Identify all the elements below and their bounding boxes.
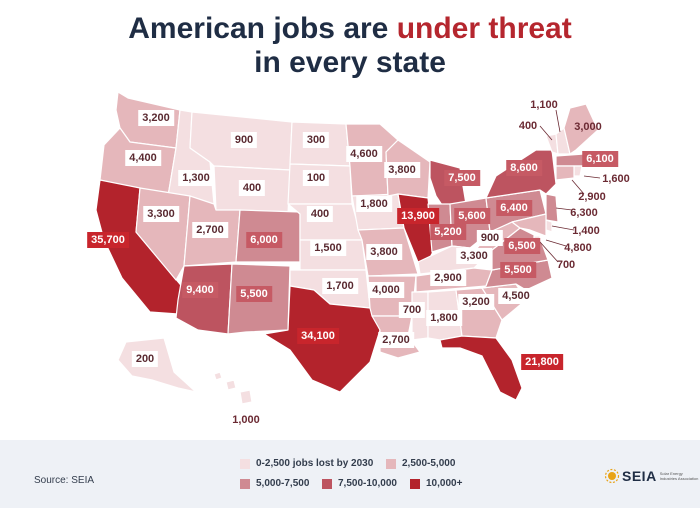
label-NE: 400 (306, 206, 334, 222)
label-PA: 6,400 (496, 200, 532, 216)
label-NH: 1,100 (530, 99, 558, 111)
legend-item: 0-2,500 jobs lost by 2030 (240, 458, 373, 469)
legend-label: 10,000+ (426, 478, 463, 489)
label-MN: 4,600 (346, 146, 382, 162)
title-line2: in every state (254, 46, 446, 79)
label-ME: 3,000 (574, 121, 602, 133)
title-accent: under threat (396, 12, 572, 45)
us-map: 3,200 4,400 35,700 1,300 3,300 900 400 2… (87, 91, 630, 426)
leader-MD (545, 239, 567, 247)
legend-item: 10,000+ (410, 478, 462, 489)
label-TX: 34,100 (297, 328, 339, 344)
legend-swatch (322, 478, 332, 489)
legend-swatch (410, 478, 420, 489)
state-HI-3 (239, 389, 253, 405)
label-MO: 3,800 (366, 244, 402, 260)
label-MS: 700 (398, 302, 426, 318)
legend-item: 5,000-7,500 (240, 478, 309, 489)
leader-VT (539, 125, 553, 141)
label-AZ: 9,400 (182, 282, 218, 298)
label-HI: 1,000 (232, 414, 260, 426)
page-title: American jobs are under threat in every … (0, 12, 700, 80)
label-KY: 900 (476, 230, 504, 246)
legend-label: 5,000-7,500 (256, 478, 310, 489)
label-OK: 1,700 (322, 278, 358, 294)
label-DC: 700 (556, 259, 576, 271)
label-WY: 400 (238, 180, 266, 196)
state-DE (545, 219, 553, 233)
label-LA: 2,700 (378, 332, 414, 348)
label-IL: 13,900 (397, 208, 439, 224)
label-AR: 4,000 (368, 282, 404, 298)
leader-NH (555, 109, 561, 133)
legend-swatch (240, 458, 250, 469)
label-TN: 2,900 (430, 270, 466, 286)
label-CO: 6,000 (246, 232, 282, 248)
state-MD (511, 213, 547, 237)
state-HI (213, 371, 223, 381)
label-NJ: 6,300 (570, 207, 598, 219)
title-line1: American jobs are (128, 12, 397, 45)
label-MI: 7,500 (444, 170, 480, 186)
legend-swatch (240, 478, 250, 489)
label-KS: 1,500 (310, 240, 346, 256)
legend-item: 7,500-10,000 (322, 478, 397, 489)
state-FL (439, 335, 523, 401)
label-NM: 5,500 (236, 286, 272, 302)
state-ME (563, 103, 599, 155)
label-CA: 35,700 (87, 232, 129, 248)
label-NY: 8,600 (506, 160, 542, 176)
label-NV: 3,300 (143, 206, 179, 222)
label-AK: 200 (131, 351, 159, 367)
label-AL: 1,800 (426, 310, 462, 326)
label-DE: 1,400 (572, 225, 600, 237)
leader-RI (583, 175, 601, 179)
label-MA: 6,100 (582, 151, 618, 167)
legend-item: 2,500-5,000 (386, 458, 455, 469)
label-ID: 1,300 (178, 170, 214, 186)
label-OH: 5,600 (454, 208, 490, 224)
leader-CT (571, 179, 585, 195)
footer: Source: SEIA 0-2,500 jobs lost by 2030 2… (0, 440, 700, 508)
state-NJ (545, 193, 559, 223)
leader-DC (539, 241, 559, 263)
legend-swatch (386, 458, 396, 469)
label-SD: 100 (302, 170, 330, 186)
label-SC: 4,500 (498, 288, 534, 304)
legend-label: 0-2,500 jobs lost by 2030 (256, 458, 374, 469)
label-UT: 2,700 (192, 222, 228, 238)
label-WV: 3,300 (456, 248, 492, 264)
logo-subtitle: Solar Energy Industries Association (659, 471, 699, 481)
legend-label: 2,500-5,000 (402, 458, 456, 469)
label-WA: 3,200 (138, 110, 174, 126)
label-VT: 400 (518, 120, 538, 132)
label-VA: 6,500 (504, 238, 540, 254)
label-NC: 5,500 (500, 262, 536, 278)
label-FL: 21,800 (521, 354, 563, 370)
source-note: Source: SEIA (34, 475, 95, 486)
label-IA: 1,800 (356, 196, 392, 212)
label-WI: 3,800 (384, 162, 420, 178)
label-GA: 3,200 (458, 294, 494, 310)
label-IN: 5,200 (430, 224, 466, 240)
leader-NJ (555, 207, 573, 211)
state-AZ (175, 263, 233, 335)
state-RI (573, 165, 583, 177)
logo-wordmark: SEIA (622, 468, 657, 484)
sun-icon (604, 468, 620, 484)
state-HI-2 (225, 379, 237, 391)
label-CT: 2,900 (578, 191, 606, 203)
state-CT (555, 165, 575, 181)
leader-DE (551, 225, 575, 231)
label-RI: 1,600 (602, 173, 630, 185)
us-map-svg (95, 91, 601, 405)
label-MT: 900 (230, 132, 258, 148)
seia-logo: SEIA Solar Energy Industries Association (604, 468, 700, 484)
legend-label: 7,500-10,000 (338, 478, 397, 489)
label-OR: 4,400 (125, 150, 161, 166)
label-MD: 4,800 (564, 242, 592, 254)
label-ND: 300 (302, 132, 330, 148)
